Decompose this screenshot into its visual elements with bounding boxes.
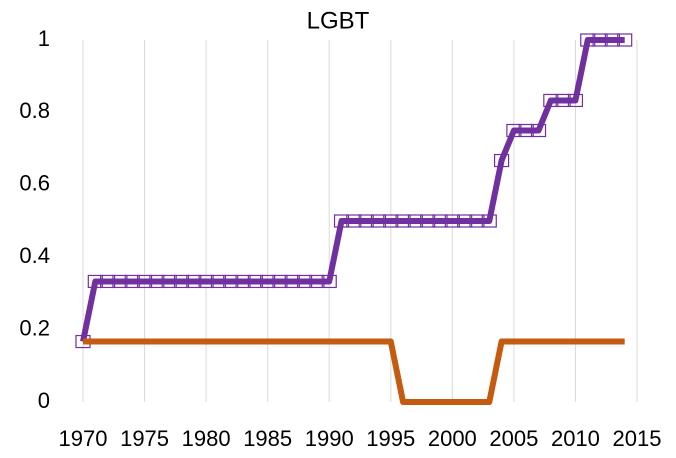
point-marker <box>309 274 325 289</box>
point-marker <box>210 274 227 289</box>
point-marker <box>592 33 608 47</box>
point-marker <box>358 214 374 228</box>
series-line <box>83 338 625 405</box>
point-marker <box>444 214 460 228</box>
x-tick-label: 1980 <box>182 426 231 451</box>
chart-title: LGBT <box>307 7 370 34</box>
point-marker <box>395 214 411 228</box>
point-marker <box>186 274 202 289</box>
point-marker <box>297 274 313 289</box>
x-tick-label: 1985 <box>243 426 292 451</box>
point-marker <box>420 214 436 228</box>
y-tick-label: 0.2 <box>19 315 50 340</box>
x-tick-label: 2005 <box>489 426 538 451</box>
point-marker <box>100 274 116 289</box>
point-marker <box>567 93 584 108</box>
point-marker <box>580 33 596 47</box>
y-tick-label: 0.6 <box>19 171 50 196</box>
point-marker <box>136 274 153 289</box>
point-marker <box>260 274 276 289</box>
point-marker <box>272 274 288 289</box>
point-marker <box>481 214 497 228</box>
point-marker <box>530 123 547 138</box>
y-tick-label: 0 <box>38 388 50 413</box>
x-tick-label: 2000 <box>428 426 477 451</box>
point-marker <box>469 214 485 228</box>
point-marker <box>555 93 571 108</box>
x-tick-label: 2010 <box>551 426 600 451</box>
point-marker <box>198 274 214 289</box>
point-marker <box>173 274 190 289</box>
point-marker <box>124 274 140 289</box>
y-tick-label: 1 <box>38 26 50 51</box>
point-marker <box>457 214 473 228</box>
point-marker <box>247 274 263 289</box>
x-tick-label: 2015 <box>613 426 662 451</box>
point-marker <box>149 274 165 289</box>
point-marker <box>161 274 177 289</box>
x-tick-label: 1995 <box>366 426 415 451</box>
point-marker <box>432 214 448 228</box>
point-marker <box>604 33 620 47</box>
point-marker <box>493 153 510 168</box>
point-marker <box>506 123 522 138</box>
x-tick-label: 1970 <box>59 426 108 451</box>
point-marker <box>617 33 633 47</box>
point-marker <box>87 274 103 289</box>
point-marker <box>543 93 559 108</box>
point-marker <box>333 214 350 228</box>
point-marker <box>112 274 128 289</box>
point-marker <box>223 274 239 289</box>
point-marker <box>370 214 387 228</box>
x-tick-label: 1990 <box>305 426 354 451</box>
point-marker <box>346 214 362 228</box>
point-marker <box>235 274 251 289</box>
point-marker <box>383 214 399 228</box>
y-tick-label: 0.4 <box>19 243 50 268</box>
point-marker <box>284 274 300 289</box>
y-tick-label: 0.8 <box>19 98 50 123</box>
series-line <box>80 37 625 343</box>
x-tick-label: 1975 <box>120 426 169 451</box>
point-marker <box>321 274 337 289</box>
point-marker <box>518 123 534 138</box>
point-marker <box>407 214 423 228</box>
